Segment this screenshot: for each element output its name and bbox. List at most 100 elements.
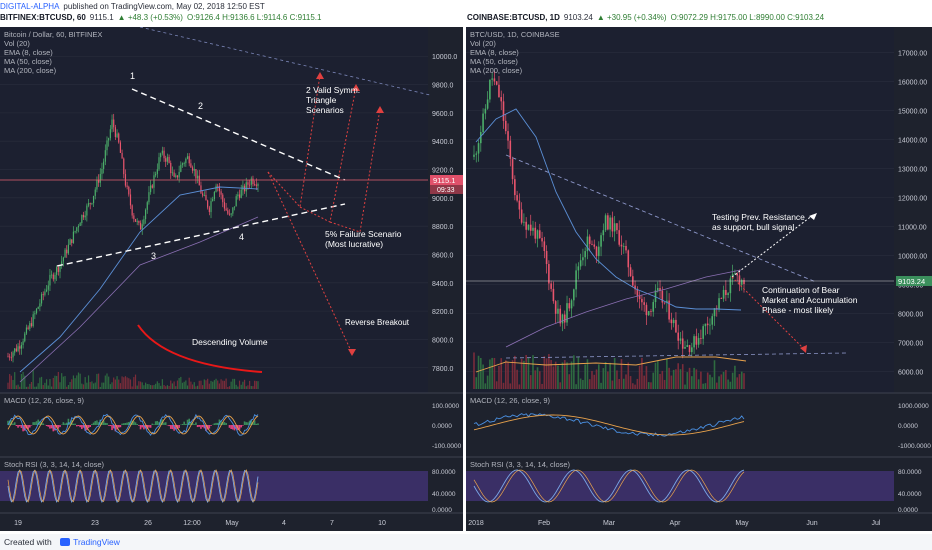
macd-histogram-bar [27,425,29,430]
x-tick-label: Jul [872,520,881,527]
volume-bar [232,378,234,389]
volume-bar [77,372,80,389]
candle-body [529,224,532,231]
candle-body [139,222,142,230]
volume-bar [86,382,88,389]
macd-histogram-bar [47,425,50,427]
candle-body [71,239,73,243]
annotation-failure-scenario: 5% Failure Scenario (Most lucrative) [325,229,402,249]
left-macd-label[interactable]: MACD (12, 26, close, 9) [4,396,85,405]
left-chart-svg[interactable]: 7800.0 8000.0 8200.0 8400.0 8600.0 8800.0 9000… [0,27,463,531]
candle-body [538,230,541,239]
x-tick-label: Mar [603,520,616,527]
macd-histogram-bar [94,421,97,425]
candle-body [64,249,66,258]
annotation-descending-volume: Descending Volume [192,337,268,347]
volume-bar [691,376,693,389]
footer-logo[interactable]: TradingView [73,537,120,547]
macd-histogram-bar [106,423,108,425]
volume-bar [165,386,167,389]
volume-bar [489,359,491,389]
volume-bar [627,362,630,389]
volume-bar [575,384,577,389]
right-price-tag-bg [896,276,932,286]
left-legend-ema[interactable]: EMA (8, close) [4,48,53,57]
candle-body [210,201,212,213]
right-legend-ema[interactable]: EMA (8, close) [470,48,519,57]
volume-bar [663,379,666,389]
left-legend-ma50[interactable]: MA (50, close) [4,57,52,66]
x-tick-label: 10 [378,520,386,527]
volume-bar [215,378,217,389]
candle-body [181,163,184,165]
right-legend-vol[interactable]: Vol (20) [470,39,496,48]
volume-bar [118,379,120,389]
author-link[interactable]: DIGITAL-ALPHA [0,2,60,11]
right-ohlc: O:9072.29 H:9175.00 L:8990.00 C:9103.24 [670,13,825,22]
left-legend-title[interactable]: Bitcoin / Dollar, 60, BITFINEX [4,30,103,39]
volume-bar [7,382,9,389]
volume-bar [477,355,480,389]
candle-body [35,308,38,314]
candle-body [178,171,180,178]
macd-histogram-bar [134,422,137,425]
left-legend-vol[interactable]: Vol (20) [4,39,30,48]
candle-body [675,319,677,333]
left-legend-ma200[interactable]: MA (200, close) [4,66,57,75]
candle-body [81,214,83,224]
volume-bar [96,373,98,389]
volume-bar [29,383,31,389]
left-symbol[interactable]: BITFINEX:BTCUSD, 60 [0,13,86,22]
macd-histogram-bar [104,422,107,425]
right-macd-label[interactable]: MACD (12, 26, close, 9) [470,396,551,405]
volume-bar [740,371,743,389]
volume-bar [27,386,29,389]
tradingview-icon [60,538,71,546]
right-stoch-label[interactable]: Stoch RSI (3, 3, 14, 14, close) [470,460,571,469]
volume-bar [24,375,26,389]
candle-body [622,245,625,247]
volume-bar [729,381,732,389]
candle-body [561,314,564,324]
candle-body [44,291,46,295]
volume-bar [76,375,78,389]
candle-body [620,244,623,247]
stoch-tick-label: 80.0000 [432,469,456,476]
candle-body [183,163,185,164]
volume-bar [504,360,507,389]
volume-bar [620,359,623,389]
candle-body [593,244,596,247]
candle-body [588,236,591,244]
candle-body [47,285,49,290]
volume-bar [12,379,14,389]
candle-body [57,267,59,272]
macd-histogram-bar [243,421,246,425]
right-legend-ma50[interactable]: MA (50, close) [470,57,518,66]
volume-bar [731,372,734,389]
candle-body [743,279,745,285]
volume-bar [500,358,503,389]
right-chart-svg[interactable]: 6000.00 7000.00 8000.00 9000.00 10000.00 1100… [466,27,932,531]
left-chart-panel[interactable]: 7800.0 8000.0 8200.0 8400.0 8600.0 8800.0 9000… [0,27,463,531]
candle-body [198,175,200,186]
candle-body [577,266,580,271]
right-symbol[interactable]: COINBASE:BTCUSD, 1D [467,13,560,22]
right-chart-panel[interactable]: 6000.00 7000.00 8000.00 9000.00 10000.00 1100… [466,27,932,531]
candle-body [656,288,659,291]
right-legend-ma200[interactable]: MA (200, close) [470,66,523,75]
candle-body [20,344,23,349]
candle-body [575,270,577,290]
candle-body [509,140,512,159]
right-price-tag: 9103.24 [898,277,925,286]
right-legend-title[interactable]: BTC/USD, 1D, COINBASE [470,30,560,39]
candle-body [133,215,135,220]
candle-body [238,194,241,198]
candle-body [570,300,573,309]
y-tick-label: 15000.00 [898,108,927,115]
macd-histogram-bar [200,425,202,429]
volume-bar [509,383,512,389]
left-stoch-label[interactable]: Stoch RSI (3, 3, 14, 14, close) [4,460,105,469]
volume-bar [233,378,236,389]
candle-body [59,265,61,272]
x-tick-label: 19 [14,520,22,527]
